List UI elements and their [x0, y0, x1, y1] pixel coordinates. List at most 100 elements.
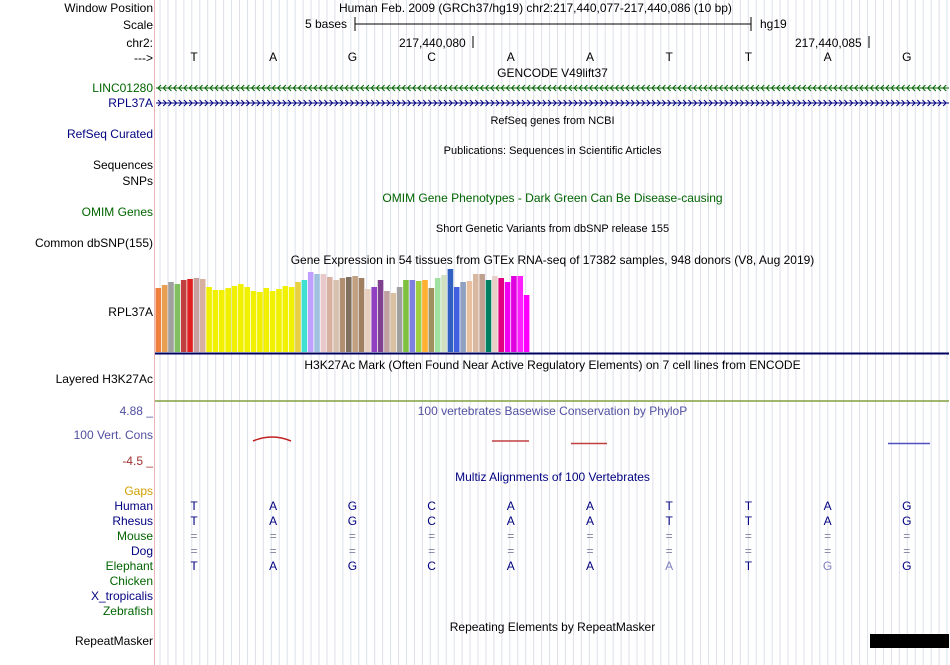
species-label-mouse[interactable]: Mouse — [116, 529, 153, 543]
coordinate-tick-2: 217,440,085 — [795, 36, 862, 50]
alignment-base: = — [507, 544, 515, 558]
conservation-label[interactable]: 100 Vert. Cons — [73, 428, 153, 442]
gtex-gene-label[interactable]: RPL37A — [108, 305, 153, 319]
species-label-chicken[interactable]: Chicken — [109, 574, 153, 588]
gtex-track-title: Gene Expression in 54 tissues from GTEx … — [290, 253, 815, 267]
repeat-element-block — [870, 634, 949, 648]
gtex-tissue-bar — [415, 281, 422, 352]
gtex-tissue-bar — [206, 287, 212, 352]
base-letter: T — [744, 50, 753, 64]
gtex-tissue-bar — [174, 284, 181, 352]
gtex-tissue-bar — [517, 276, 524, 352]
base-letter: T — [665, 50, 673, 64]
gtex-tissue-bar — [390, 293, 397, 352]
gtex-tissue-bar — [168, 282, 174, 352]
scale-right-text: hg19 — [760, 17, 787, 31]
alignment-base: = — [190, 544, 198, 558]
label-separator — [154, 0, 155, 665]
conservation-track-title: 100 vertebrates Basewise Conservation by… — [417, 404, 688, 418]
alignment-base: A — [506, 499, 515, 513]
gtex-tissue-bar — [219, 290, 225, 352]
scale-left-text: 5 bases — [305, 17, 348, 31]
alignment-base: = — [507, 529, 515, 543]
gene-label-linc01280[interactable]: LINC01280 — [92, 81, 153, 95]
gtex-tissue-bar — [479, 274, 485, 352]
alignment-base: = — [744, 529, 752, 543]
cons-max-label: 4.88 _ — [119, 404, 153, 418]
alignment-base: A — [823, 514, 832, 528]
gtex-tissue-bar — [199, 279, 206, 352]
alignment-base: = — [903, 529, 911, 543]
species-label-dog[interactable]: Dog — [130, 544, 153, 558]
species-label-elephant[interactable]: Elephant — [105, 559, 153, 573]
sequences-label[interactable]: Sequences — [92, 158, 153, 172]
alignment-base: = — [190, 529, 198, 543]
chr-label: chr2: — [126, 36, 153, 50]
gtex-tissue-bar — [352, 276, 358, 352]
gtex-tissue-bar — [193, 278, 200, 352]
gtex-tissue-bar — [225, 288, 231, 352]
alignment-base: = — [824, 529, 832, 543]
species-label-zebrafish[interactable]: Zebrafish — [102, 604, 153, 618]
repeatmasker-track-title: Repeating Elements by RepeatMasker — [449, 620, 656, 634]
gencode-track-title: GENCODE V49lift37 — [497, 66, 608, 80]
base-letter: A — [823, 50, 832, 64]
gtex-tissue-bar — [384, 291, 390, 352]
repeatmasker-label[interactable]: RepeatMasker — [74, 634, 153, 648]
gtex-tissue-bar — [365, 289, 371, 352]
alignment-base: = — [428, 529, 436, 543]
gtex-tissue-bar — [257, 292, 263, 352]
coordinate-tick-1: 217,440,080 — [399, 36, 466, 50]
gtex-tissue-bar — [307, 272, 314, 352]
gene-label-rpl37a[interactable]: RPL37A — [108, 96, 153, 110]
alignment-base: A — [665, 559, 674, 573]
publications-track-title: Publications: Sequences in Scientific Ar… — [443, 145, 662, 157]
window-position-value: Human Feb. 2009 (GRCh37/hg19) chr2:217,4… — [339, 1, 732, 15]
gtex-tissue-bar — [460, 282, 466, 352]
gtex-tissue-bar — [161, 285, 168, 352]
alignment-base: = — [665, 544, 673, 558]
gtex-tissue-bar — [473, 274, 479, 352]
refseq-track-title: RefSeq genes from NCBI — [490, 115, 615, 127]
gtex-tissue-bar — [276, 289, 282, 352]
alignment-base: = — [824, 544, 832, 558]
h3k27ac-track-title: H3K27Ac Mark (Often Found Near Active Re… — [304, 358, 801, 372]
alignment-base: A — [506, 559, 515, 573]
gtex-tissue-bar — [187, 279, 193, 352]
gtex-tissue-bar — [358, 278, 365, 352]
rpl37a-gene-line-strand-arrows — [157, 99, 947, 107]
base-letter: T — [190, 50, 198, 64]
alignment-base: T — [744, 499, 753, 513]
species-label-human[interactable]: Human — [114, 499, 153, 513]
gtex-tissue-bar — [288, 287, 295, 352]
alignment-base: = — [428, 544, 436, 558]
strand-label: ---> — [134, 51, 153, 65]
omim-genes-label[interactable]: OMIM Genes — [81, 205, 153, 219]
h3k27ac-label[interactable]: Layered H3K27Ac — [55, 372, 153, 386]
gtex-tissue-bar — [263, 288, 270, 352]
species-label-gaps[interactable]: Gaps — [124, 484, 153, 498]
species-label-x_tropicalis[interactable]: X_tropicalis — [90, 589, 153, 603]
scale-label: Scale — [122, 18, 153, 32]
gtex-tissue-bar — [269, 291, 276, 352]
alignment-base: A — [585, 514, 594, 528]
species-label-rhesus[interactable]: Rhesus — [112, 514, 153, 528]
gtex-tissue-bar — [498, 278, 504, 352]
gtex-tissue-bar — [333, 280, 339, 352]
snps-label[interactable]: SNPs — [122, 174, 153, 188]
dbsnp-track-title: Short Genetic Variants from dbSNP releas… — [435, 223, 670, 235]
dbsnp-label[interactable]: Common dbSNP(155) — [34, 236, 153, 250]
refseq-curated-label[interactable]: RefSeq Curated — [66, 127, 153, 141]
gtex-tissue-bar — [434, 278, 441, 352]
alignment-base: = — [269, 544, 277, 558]
base-letter: G — [347, 50, 358, 64]
gtex-tissue-bar — [231, 286, 238, 352]
gtex-tissue-bar — [320, 274, 327, 352]
gtex-tissue-bar — [295, 282, 301, 352]
gtex-tissue-bar — [371, 287, 377, 352]
conservation-peak — [252, 436, 292, 442]
gtex-tissue-bar — [441, 275, 447, 352]
alignment-base: G — [902, 559, 912, 573]
alignment-base: A — [823, 499, 832, 513]
